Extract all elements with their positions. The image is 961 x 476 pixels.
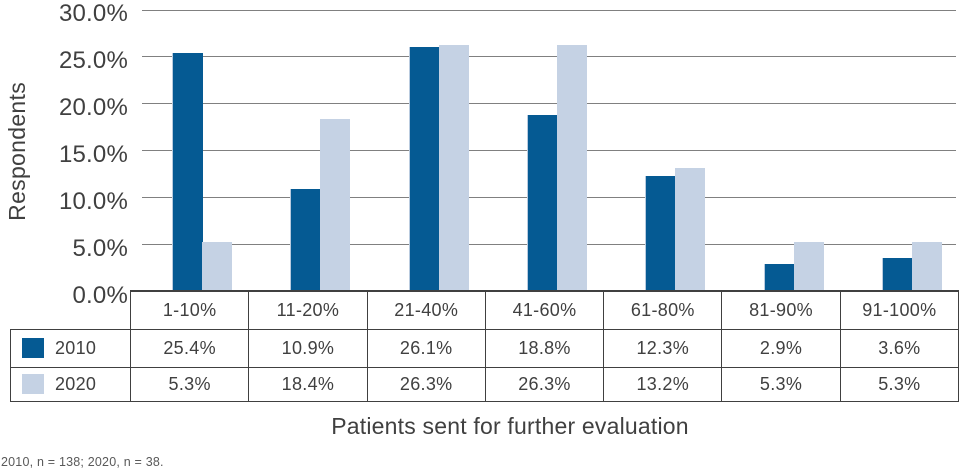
y-axis-tick-label: 0.0% bbox=[72, 281, 128, 309]
table-row-2020: 2020 5.3% 18.4% 26.3% 26.3% 13.2% 5.3% 5.3% bbox=[10, 366, 959, 402]
value-2010-1-10%: 25.4% bbox=[129, 328, 250, 368]
category-header-61-80%: 61-80% bbox=[603, 290, 723, 330]
value-2010-61-80%: 12.3% bbox=[603, 328, 723, 368]
legend-swatch-2020 bbox=[22, 374, 44, 394]
bar-2020-81-90% bbox=[793, 241, 824, 292]
category-header-21-40%: 21-40% bbox=[366, 290, 486, 330]
y-axis-tick-label: 30.0% bbox=[58, 0, 128, 27]
bar-2010-11-20% bbox=[290, 189, 322, 292]
gridline-20-percent bbox=[142, 103, 956, 105]
category-header-1-10%: 1-10% bbox=[129, 290, 250, 330]
value-2020-61-80%: 13.2% bbox=[603, 366, 723, 402]
gridline-25-percent bbox=[142, 56, 956, 58]
y-axis-tick-label: 20.0% bbox=[58, 93, 128, 121]
value-2020-81-90%: 5.3% bbox=[721, 366, 841, 402]
bar-2020-11-20% bbox=[320, 118, 351, 292]
legend-cell-2020: 2020 bbox=[10, 366, 131, 402]
value-2020-41-60%: 26.3% bbox=[484, 366, 605, 402]
category-header-11-20%: 11-20% bbox=[248, 290, 368, 330]
value-2010-41-60%: 18.8% bbox=[484, 328, 605, 368]
category-header-41-60%: 41-60% bbox=[484, 290, 605, 330]
bar-2010-61-80% bbox=[645, 176, 677, 292]
legend-swatch-2010 bbox=[22, 338, 44, 358]
x-axis-title: Patients sent for further evaluation bbox=[331, 413, 689, 439]
legend-label-2020: 2020 bbox=[55, 373, 97, 394]
bar-2010-41-60% bbox=[527, 115, 558, 292]
y-axis-tick-label: 10.0% bbox=[58, 187, 128, 215]
category-header-91-100%: 91-100% bbox=[839, 290, 959, 330]
legend-cell-2010: 2010 bbox=[10, 328, 131, 368]
value-2010-21-40%: 26.1% bbox=[366, 328, 486, 368]
table-row-2010: 2010 25.4% 10.9% 26.1% 18.8% 12.3% 2.9% 3.6% bbox=[10, 328, 959, 368]
value-2020-11-20%: 18.4% bbox=[248, 366, 368, 402]
value-2020-21-40%: 26.3% bbox=[366, 366, 486, 402]
value-2020-1-10%: 5.3% bbox=[129, 366, 250, 402]
bar-2010-81-90% bbox=[763, 264, 795, 292]
value-2010-11-20%: 10.9% bbox=[248, 328, 368, 368]
category-header-81-90%: 81-90% bbox=[721, 290, 841, 330]
bar-2010-1-10% bbox=[172, 53, 204, 292]
bar-2020-21-40% bbox=[438, 44, 469, 292]
table-corner-blank bbox=[11, 291, 131, 329]
value-2020-91-100%: 5.3% bbox=[839, 366, 959, 402]
legend-label-2010: 2010 bbox=[55, 337, 97, 358]
value-2010-91-100%: 3.6% bbox=[839, 328, 959, 368]
bar-2010-21-40% bbox=[408, 46, 440, 292]
bar-2020-41-60% bbox=[557, 44, 587, 292]
y-axis-tick-label: 25.0% bbox=[58, 46, 128, 74]
bar-2010-91-100% bbox=[881, 257, 913, 292]
bar-2020-91-100% bbox=[911, 241, 942, 292]
bar-2020-1-10% bbox=[202, 241, 233, 292]
gridline-30-percent bbox=[142, 9, 956, 11]
sample-size-footnote: 2010, n = 138; 2020, n = 38. bbox=[1, 455, 164, 469]
y-axis-tick-label: 5.0% bbox=[72, 234, 128, 262]
y-axis-tick-label: 15.0% bbox=[58, 140, 128, 168]
value-2010-81-90%: 2.9% bbox=[721, 328, 841, 368]
chart-data-table: 1-10% 11-20% 21-40% 41-60% 61-80% 81-90% 91-10… bbox=[10, 290, 959, 402]
bar-2020-61-80% bbox=[675, 167, 706, 292]
